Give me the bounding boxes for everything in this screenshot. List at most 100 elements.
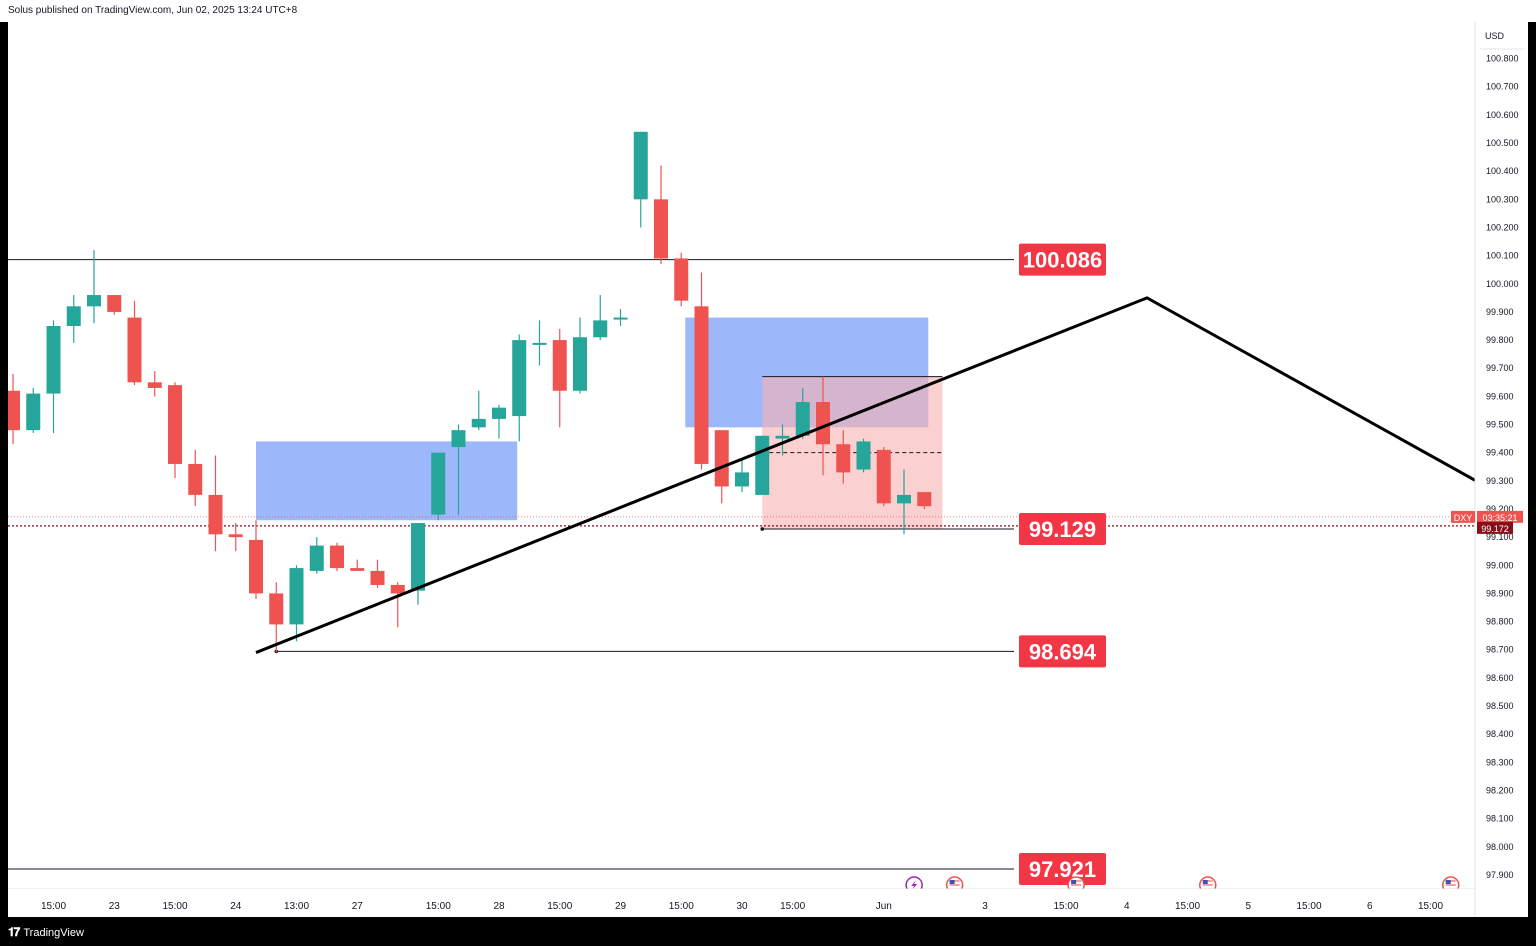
candle[interactable]: [46, 320, 61, 433]
candle-body: [694, 306, 709, 464]
last-price-tag[interactable]: 99.172: [1477, 521, 1513, 534]
candle-body: [674, 258, 689, 301]
symbol-text: DXY: [1454, 513, 1473, 523]
chart-frame: 100.086 99.129 98.694 97.921 15:00 23 15:00 24 1…: [6, 22, 1528, 917]
y-tick-label: 98.700: [1486, 645, 1514, 655]
y-tick-label: 99.300: [1486, 476, 1514, 486]
price-chart[interactable]: 100.086 99.129 98.694 97.921 15:00 23 15:00 24 1…: [6, 22, 1528, 917]
candle[interactable]: [6, 373, 20, 445]
candle[interactable]: [228, 523, 243, 552]
y-tick-label: 99.600: [1486, 391, 1514, 401]
candle[interactable]: [87, 250, 101, 324]
y-tick-label: 99.400: [1486, 448, 1514, 458]
level-price-label[interactable]: 99.129: [1019, 512, 1106, 545]
level-price-label[interactable]: 100.086: [1019, 243, 1106, 276]
candle[interactable]: [532, 320, 547, 366]
candle[interactable]: [836, 430, 851, 484]
candle[interactable]: [309, 537, 324, 574]
candle[interactable]: [451, 424, 466, 515]
trendline[interactable]: [255, 296, 1482, 654]
x-tick-label: 3: [982, 901, 988, 912]
y-tick-label: 100.000: [1486, 279, 1519, 289]
candle[interactable]: [127, 300, 142, 386]
candle-body: [168, 385, 182, 464]
currency-label: USD: [1485, 31, 1505, 41]
candle-body: [735, 472, 749, 487]
candle-body: [228, 534, 243, 538]
candle-body: [390, 584, 405, 594]
candle-body: [350, 568, 365, 571]
y-tick-label: 98.400: [1486, 729, 1514, 739]
candle-body: [795, 402, 810, 436]
y-tick-label: 98.600: [1486, 673, 1514, 683]
candle[interactable]: [289, 565, 304, 642]
level-price-label[interactable]: 98.694: [1019, 635, 1106, 668]
candle[interactable]: [512, 334, 527, 442]
candle[interactable]: [552, 328, 567, 428]
price-axis[interactable]: [1475, 22, 1528, 917]
candle[interactable]: [249, 520, 263, 600]
candle[interactable]: [350, 559, 365, 571]
y-tick-label: 99.700: [1486, 363, 1514, 373]
candle[interactable]: [492, 404, 506, 439]
candle[interactable]: [431, 452, 446, 521]
time-axis[interactable]: [8, 889, 1475, 917]
candle-body: [66, 306, 81, 327]
x-tick-label: 15:00: [669, 901, 694, 912]
candle[interactable]: [330, 542, 344, 571]
candle[interactable]: [917, 492, 932, 509]
candle-body: [249, 539, 263, 594]
candle[interactable]: [897, 469, 911, 535]
candle[interactable]: [795, 387, 810, 439]
range-box[interactable]: [762, 376, 943, 529]
y-tick-label: 99.000: [1486, 560, 1514, 570]
candle[interactable]: [876, 447, 891, 507]
candle[interactable]: [390, 582, 405, 628]
candle[interactable]: [471, 390, 486, 431]
candle-body: [775, 435, 790, 439]
candle-body: [613, 317, 628, 320]
candle[interactable]: [735, 458, 749, 493]
candle[interactable]: [188, 449, 203, 507]
y-tick-label: 100.800: [1486, 54, 1519, 64]
x-tick-label: 15:00: [1053, 901, 1078, 912]
y-tick-label: 98.100: [1486, 814, 1514, 824]
symbol-tag[interactable]: DXY 03:35:21: [1451, 510, 1523, 523]
x-tick-label: 15:00: [1418, 901, 1443, 912]
candle[interactable]: [26, 387, 41, 433]
footer-brand[interactable]: 𝟏𝟕 TradingView: [8, 925, 84, 940]
x-tick-label: Jun: [876, 901, 892, 912]
candle-body: [147, 382, 162, 388]
candle[interactable]: [694, 272, 709, 470]
anchor-point: [760, 527, 765, 531]
candle[interactable]: [654, 165, 668, 265]
candle[interactable]: [613, 309, 628, 327]
candle[interactable]: [208, 455, 223, 552]
level-price-label[interactable]: 97.921: [1019, 853, 1106, 886]
footer-bar: 𝟏𝟕 TradingView: [0, 917, 1536, 946]
y-tick-label: 99.500: [1486, 420, 1514, 430]
candle[interactable]: [755, 435, 770, 495]
candle[interactable]: [269, 582, 284, 653]
candle[interactable]: [107, 295, 122, 315]
y-tick-label: 100.100: [1486, 251, 1519, 261]
x-tick-label: 29: [615, 901, 627, 912]
demand-zone[interactable]: [256, 441, 518, 521]
candle[interactable]: [66, 295, 81, 343]
candle-body: [471, 418, 486, 428]
x-tick-label: 15:00: [162, 901, 187, 912]
candle[interactable]: [775, 424, 790, 456]
x-tick-label: 23: [109, 901, 121, 912]
publish-header: Solus published on TradingView.com, Jun …: [0, 0, 1536, 22]
x-tick-label: 30: [736, 901, 748, 912]
plot-area[interactable]: [8, 22, 1475, 889]
candle[interactable]: [856, 438, 871, 473]
candle[interactable]: [411, 523, 425, 605]
candle[interactable]: [147, 371, 162, 397]
candle[interactable]: [370, 559, 385, 588]
candle[interactable]: [633, 131, 648, 228]
candle[interactable]: [593, 295, 608, 341]
candle[interactable]: [573, 317, 587, 394]
candle[interactable]: [168, 382, 182, 479]
candle[interactable]: [674, 252, 689, 307]
